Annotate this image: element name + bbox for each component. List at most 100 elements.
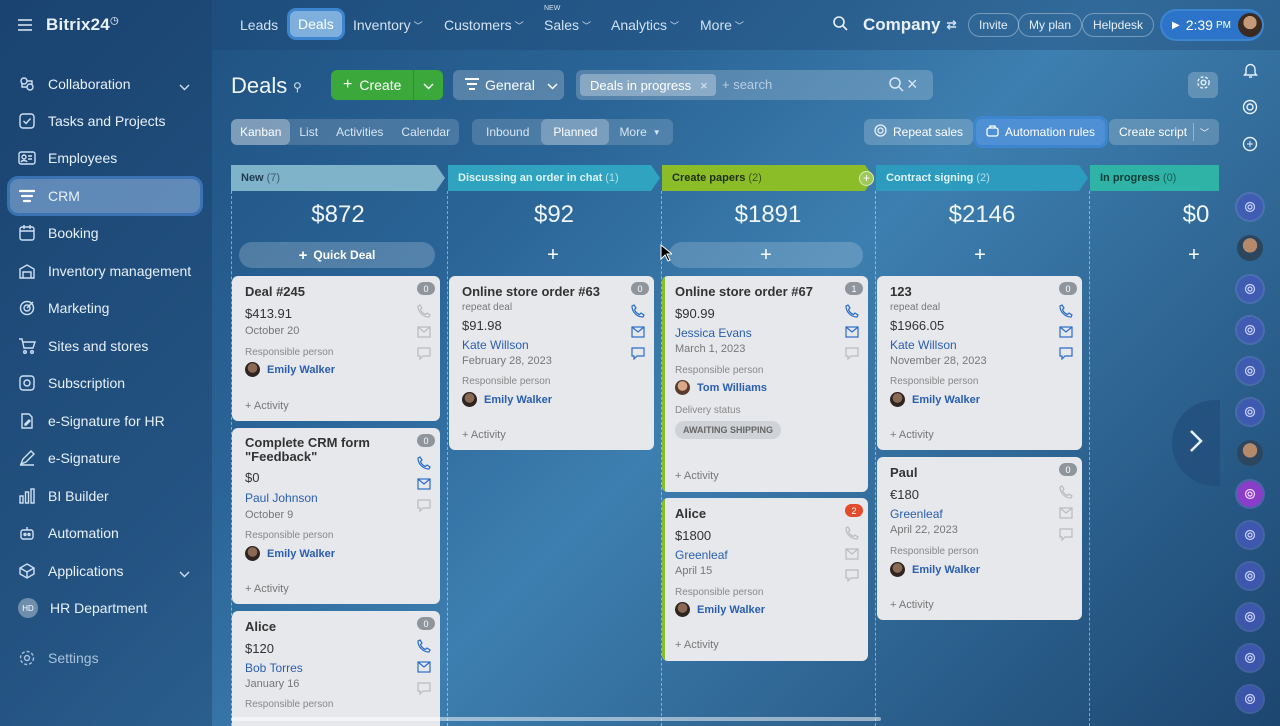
filter-search-bar[interactable] (576, 70, 933, 100)
repeat-sales-button[interactable]: Repeat sales (864, 119, 974, 145)
chat-bubble-icon[interactable] (417, 682, 431, 696)
bell-icon[interactable] (1237, 57, 1263, 83)
openline-icon[interactable] (1237, 276, 1263, 302)
add-activity-button[interactable]: + Activity (675, 470, 719, 482)
column-header-new[interactable]: New (7) (231, 165, 280, 191)
user-avatar[interactable] (1238, 13, 1262, 37)
add-deal-button[interactable]: + (547, 243, 559, 266)
mail-icon[interactable] (631, 326, 645, 340)
mail-icon[interactable] (845, 548, 859, 562)
automation-rules-button[interactable]: Automation rules (976, 119, 1106, 145)
category-selector[interactable]: General (453, 70, 564, 100)
deal-title[interactable]: Paul (890, 465, 918, 480)
contact-link[interactable]: Jessica Evans (675, 326, 752, 340)
sidebar-item-booking[interactable]: Booking (10, 216, 200, 250)
invite-button[interactable]: Invite (968, 13, 1019, 37)
contact-link[interactable]: Paul Johnson (245, 491, 318, 505)
openline-icon[interactable] (1237, 317, 1263, 343)
chat-bubble-icon[interactable] (631, 347, 645, 361)
chat-icon[interactable] (1237, 131, 1263, 157)
contact-link[interactable]: Bob Torres (245, 661, 303, 675)
openline-icon[interactable] (1237, 686, 1263, 712)
chevron-down-icon[interactable]: ﹀ (1200, 127, 1210, 138)
deal-card[interactable]: 123 0 repeat deal $1966.05 Kate Willson … (877, 276, 1082, 450)
column-header-discussing[interactable]: Discussing an order in chat (1) (448, 165, 619, 191)
add-activity-button[interactable]: + Activity (675, 639, 719, 651)
quick-deal-button[interactable]: + Quick Deal (239, 242, 435, 268)
sidebar-item-subscription[interactable]: Subscription (10, 366, 200, 400)
topnav-analytics[interactable]: Analytics ﹀ (611, 12, 679, 38)
search-icon[interactable] (889, 77, 904, 97)
sidebar-item-crm[interactable]: CRM (10, 179, 200, 213)
close-icon[interactable]: × (700, 77, 708, 93)
responsible-person[interactable]: Emily Walker (245, 362, 335, 377)
create-script-button[interactable]: Create script ﹀ (1109, 119, 1219, 145)
sidebar-settings[interactable]: Settings (10, 641, 200, 675)
deal-title[interactable]: Complete CRM form "Feedback" (245, 435, 370, 464)
topnav-deals[interactable]: Deals (290, 11, 342, 37)
filter-chip[interactable]: Deals in progress × (580, 74, 716, 96)
deal-card[interactable]: Alice 2 $1800 Greenleaf April 15 Respons… (662, 498, 868, 661)
mail-icon[interactable] (417, 661, 431, 675)
company-switcher[interactable]: Company ⇄ (863, 15, 957, 35)
deal-card[interactable]: Paul 0 €180 Greenleaf April 22, 2023 Res… (877, 457, 1082, 620)
phone-icon[interactable] (631, 304, 645, 318)
mail-icon[interactable] (1059, 326, 1073, 340)
deal-title[interactable]: 123 (890, 284, 912, 299)
deal-title[interactable]: Deal #245 (245, 284, 305, 299)
deal-card[interactable]: Complete CRM form "Feedback" 0 $0 Paul J… (232, 428, 440, 604)
chat-bubble-icon[interactable] (1059, 347, 1073, 361)
openline-icon[interactable] (1237, 563, 1263, 589)
chat-bubble-icon[interactable] (1059, 528, 1073, 542)
sidebar-item-sites[interactable]: Sites and stores (10, 329, 200, 363)
chat-bubble-icon[interactable] (417, 499, 431, 513)
sidebar-item-automation[interactable]: Automation (10, 516, 200, 550)
horizontal-scrollbar[interactable] (231, 717, 881, 721)
topnav-sales[interactable]: NEW Sales ﹀ (544, 5, 591, 38)
phone-icon[interactable] (417, 456, 431, 470)
chevron-down-icon[interactable] (179, 565, 190, 581)
mail-icon[interactable] (417, 326, 431, 340)
sidebar-item-esign[interactable]: e-Signature (10, 441, 200, 475)
deal-card[interactable]: Deal #245 0 $413.91 October 20 Responsib… (232, 276, 440, 421)
topnav-inventory[interactable]: Inventory ﹀ (353, 12, 423, 38)
phone-icon[interactable] (417, 639, 431, 653)
column-header-progress[interactable]: In progress (0) (1090, 165, 1176, 191)
settings-button[interactable] (1188, 72, 1218, 98)
mail-icon[interactable] (845, 326, 859, 340)
my-plan-button[interactable]: My plan (1018, 13, 1083, 37)
contact-avatar[interactable] (1237, 440, 1263, 466)
contact-link[interactable]: Greenleaf (890, 507, 943, 521)
chevron-down-icon[interactable] (179, 78, 190, 94)
deal-title[interactable]: Online store order #67 (675, 284, 813, 299)
responsible-person[interactable]: Emily Walker (890, 562, 980, 577)
deal-card[interactable]: Online store order #67 1 $90.99 Jessica … (662, 276, 868, 492)
add-activity-button[interactable]: + Activity (245, 400, 289, 412)
app-logo[interactable]: Bitrix24◷ (46, 15, 119, 34)
sidebar-item-collaboration[interactable]: Collaboration (10, 67, 200, 101)
chat-bubble-icon[interactable] (845, 347, 859, 361)
sidebar-item-employees[interactable]: Employees (10, 141, 200, 175)
sidebar-item-marketing[interactable]: Marketing (10, 291, 200, 325)
phone-icon[interactable] (417, 304, 431, 318)
chevron-down-icon[interactable] (414, 77, 443, 93)
chat-bubble-icon[interactable] (845, 569, 859, 583)
phone-icon[interactable] (1059, 485, 1073, 499)
mail-icon[interactable] (1059, 507, 1073, 521)
deal-title[interactable]: Alice (675, 506, 707, 521)
contact-avatar[interactable] (1237, 235, 1263, 261)
contact-link[interactable]: Kate Willson (462, 338, 529, 352)
openline-icon[interactable] (1237, 645, 1263, 671)
add-activity-button[interactable]: + Activity (245, 583, 289, 595)
deal-title[interactable]: Online store order #63 (462, 284, 600, 299)
phone-icon[interactable] (845, 304, 859, 318)
mail-icon[interactable] (417, 478, 431, 492)
tab-more[interactable]: More ▼ (609, 119, 670, 145)
scroll-right-button[interactable] (1172, 400, 1220, 486)
topnav-customers[interactable]: Customers ﹀ (444, 12, 524, 38)
phone-icon[interactable] (845, 526, 859, 540)
sidebar-item-tasks[interactable]: Tasks and Projects (10, 104, 200, 138)
chat-bubble-icon[interactable] (417, 347, 431, 361)
deal-title[interactable]: Alice (245, 619, 277, 634)
add-stage-icon[interactable]: + (859, 171, 874, 186)
